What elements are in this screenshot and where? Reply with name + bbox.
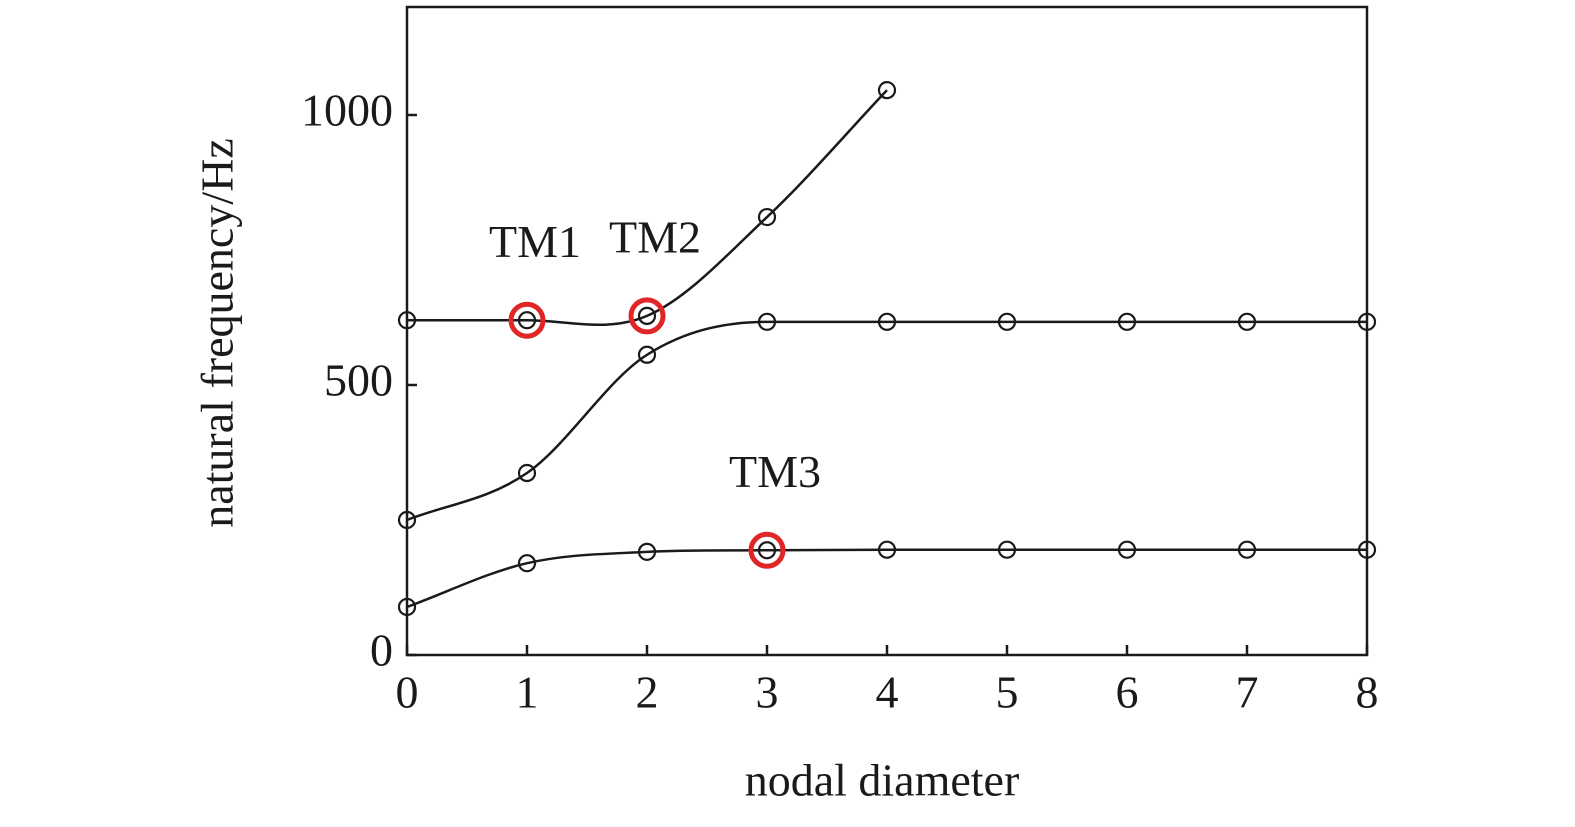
data-point	[1237, 540, 1257, 559]
data-point	[637, 542, 657, 561]
x-axis-label: nodal diameter	[745, 755, 1020, 806]
x-tick-label: 6	[1116, 667, 1139, 718]
series-line	[406, 89, 888, 327]
data-point	[397, 510, 417, 530]
data-point	[1357, 312, 1377, 331]
data-point	[997, 540, 1017, 559]
data-point	[1357, 540, 1377, 559]
data-point	[997, 312, 1017, 331]
y-tick-label: 1000	[301, 85, 393, 136]
x-tick-label: 1	[516, 667, 539, 718]
annotation: TM3	[729, 446, 821, 497]
x-tick-label: 8	[1356, 667, 1379, 718]
data-point	[637, 306, 657, 325]
series-line	[406, 548, 1367, 609]
y-tick-label: 500	[324, 355, 393, 406]
x-tick-label: 4	[876, 667, 899, 718]
x-tick-label: 5	[996, 667, 1019, 718]
y-tick-label: 0	[370, 625, 393, 676]
series-line	[406, 320, 1367, 522]
highlight-ring	[748, 531, 786, 569]
annotation: TM1	[489, 216, 581, 267]
data-point	[517, 554, 537, 573]
y-axis-label: natural frequency/Hz	[192, 138, 243, 528]
highlight-ring	[508, 301, 546, 339]
data-point	[877, 540, 897, 559]
data-point	[877, 312, 897, 331]
x-tick-label: 7	[1236, 667, 1259, 718]
data-point	[1237, 312, 1257, 331]
data-point	[757, 541, 777, 560]
data-point	[517, 463, 537, 483]
data-point	[637, 345, 657, 364]
annotation: TM2	[609, 211, 701, 262]
data-point	[1117, 312, 1137, 331]
data-point	[877, 81, 897, 100]
data-point	[757, 207, 777, 227]
data-point	[757, 312, 777, 331]
data-point	[397, 597, 417, 617]
x-tick-label: 0	[396, 667, 419, 718]
data-point	[1117, 540, 1137, 559]
data-point	[397, 311, 417, 330]
x-tick-label: 3	[756, 667, 779, 718]
highlight-ring	[628, 297, 666, 335]
x-tick-label: 2	[636, 667, 659, 718]
data-point	[517, 311, 537, 330]
